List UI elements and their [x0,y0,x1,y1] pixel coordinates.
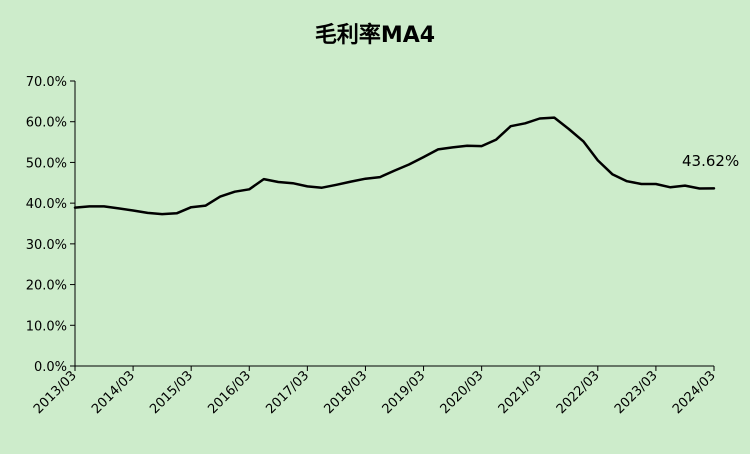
x-tick-label: 2023/03 [612,368,661,417]
x-tick-label: 2018/03 [321,368,370,417]
x-tick-label: 2017/03 [263,368,312,417]
y-tick-label: 0.0% [34,360,67,375]
y-tick-label: 30.0% [26,238,67,253]
series-group [73,116,716,216]
y-axis: 0.0% 10.0% 20.0% 30.0% 40.0% 50.0% 60.0% 70.0% [26,75,76,375]
x-tick-label: 2014/03 [89,368,138,417]
x-tick-label: 2015/03 [147,368,196,417]
y-tick-label: 20.0% [26,279,67,294]
y-tick-label: 60.0% [26,116,67,131]
y-tick-label: 50.0% [26,156,67,171]
end-value-label: 43.62% [682,152,739,170]
x-tick-label: 2013/03 [31,368,80,417]
x-tick-label: 2024/03 [670,368,719,417]
y-tick-label: 70.0% [26,75,67,90]
chart-title: 毛利率MA4 [315,22,435,48]
y-tick-label: 40.0% [26,197,67,212]
y-tick-label: 10.0% [26,319,67,334]
x-tick-label: 2022/03 [554,368,603,417]
series-line [73,116,716,216]
x-tick-label: 2020/03 [438,368,487,417]
x-axis: 2013/03 2014/03 2015/03 2016/03 2017/03 2018/… [31,365,719,417]
x-tick-label: 2021/03 [496,368,545,417]
x-tick-label: 2016/03 [205,368,254,417]
x-tick-label: 2019/03 [380,368,429,417]
